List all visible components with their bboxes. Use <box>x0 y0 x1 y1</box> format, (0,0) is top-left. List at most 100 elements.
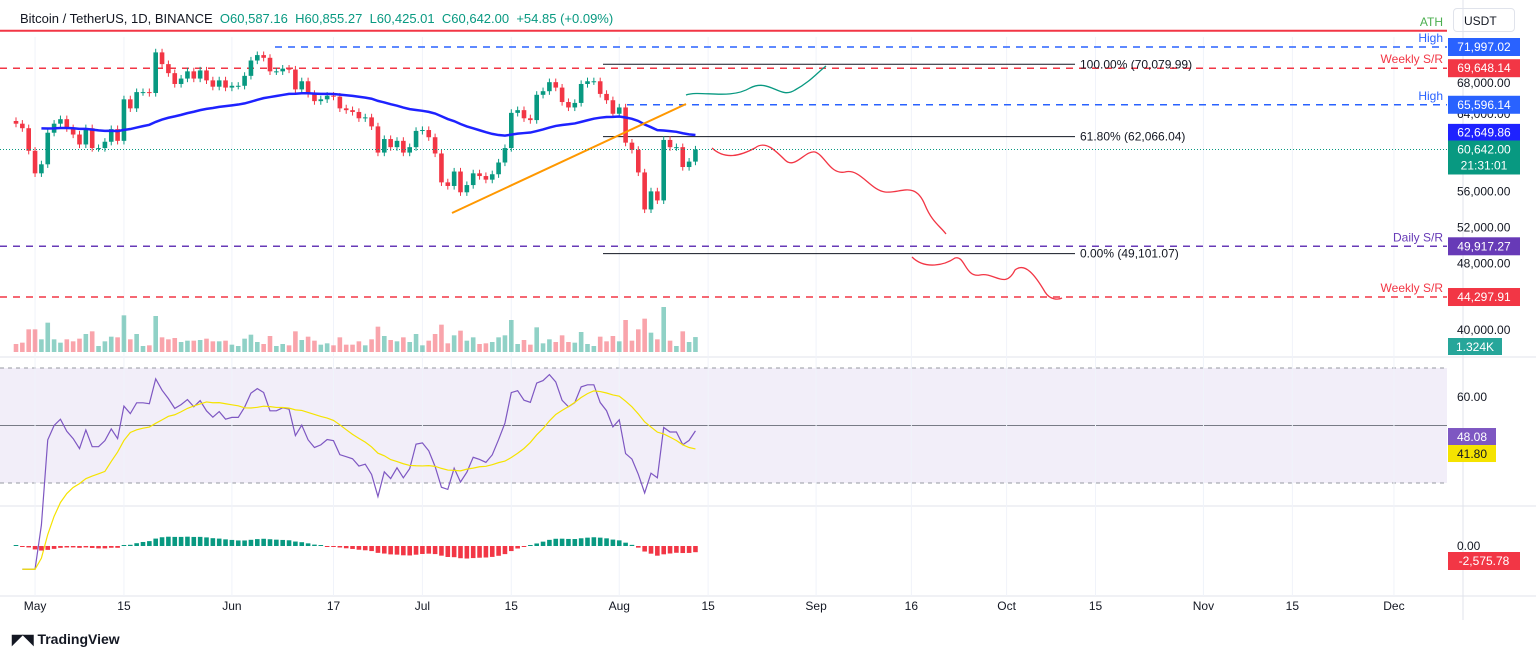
oscillator-bar <box>528 545 533 546</box>
countdown-value: 21:31:01 <box>1461 158 1508 172</box>
candle <box>89 128 95 149</box>
volume-bar <box>674 346 679 352</box>
volume-bar <box>648 332 654 352</box>
candle <box>464 185 470 193</box>
candle <box>350 110 355 112</box>
oscillator-bar <box>616 540 622 546</box>
candle <box>261 55 266 58</box>
candle <box>394 140 400 148</box>
volume-bar <box>566 342 571 352</box>
candle <box>159 52 165 65</box>
volume-bar <box>77 338 82 352</box>
oscillator-bar <box>229 539 235 546</box>
candle <box>591 81 597 83</box>
price-tick-label: 56,000.00 <box>1457 184 1511 198</box>
volume-bar <box>331 345 336 352</box>
price-badge-value: 49,917.27 <box>1457 239 1511 253</box>
oscillator-bar <box>521 546 527 547</box>
volume-bar <box>280 344 285 352</box>
oscillator-bar <box>496 546 501 556</box>
bullish-projection <box>685 65 827 96</box>
oscillator-bar <box>178 536 184 546</box>
oscillator-bar <box>534 543 539 546</box>
oscillator-bar <box>636 546 641 548</box>
candle <box>388 139 393 148</box>
oscillator-bar <box>102 546 108 549</box>
volume-bar <box>39 339 44 352</box>
candle <box>547 82 552 92</box>
price-badge <box>1448 59 1520 78</box>
oscillator-bar <box>458 546 463 559</box>
oscillator-bar <box>280 539 285 546</box>
candle <box>121 99 127 141</box>
candle <box>197 70 203 79</box>
oscillator-bar <box>489 546 495 557</box>
oscillator-bar <box>115 546 120 548</box>
candle <box>185 71 190 79</box>
currency-button[interactable]: USDT <box>1453 8 1515 32</box>
oscillator-bar <box>629 544 635 546</box>
candle <box>58 119 63 124</box>
time-tick-label: 15 <box>117 599 131 613</box>
oscillator-bar <box>204 537 209 546</box>
ma-value: 62,649.86 <box>1457 125 1511 139</box>
candle <box>312 93 317 102</box>
candle <box>451 171 457 186</box>
candle <box>293 69 298 90</box>
oscillator-bar <box>51 546 57 549</box>
candle <box>667 139 673 148</box>
oscillator-bar <box>70 546 76 548</box>
volume-bar <box>610 336 616 352</box>
candle <box>83 128 89 145</box>
volume-bar <box>470 337 476 352</box>
oscillator-bar <box>286 540 292 546</box>
oscillator-bar <box>77 546 82 548</box>
volume-bar <box>547 339 552 352</box>
candle <box>26 128 31 151</box>
candle <box>559 87 565 103</box>
oscillator-bar <box>655 546 660 556</box>
volume-bar <box>267 336 273 352</box>
candle <box>324 95 330 100</box>
candle <box>39 164 44 174</box>
oscillator-bar <box>108 546 114 548</box>
tradingview-logo: ◤◥ TradingView <box>12 631 120 648</box>
candle <box>70 128 76 135</box>
volume-bar <box>585 344 590 352</box>
candle <box>147 92 152 94</box>
oscillator-bar <box>235 540 241 546</box>
oscillator-bar <box>331 546 336 547</box>
oscillator-bar <box>312 544 317 546</box>
volume-bar <box>172 338 178 352</box>
rsi-badge <box>1448 428 1496 446</box>
oscillator-bar <box>166 536 171 546</box>
oscillator-bar <box>210 538 216 546</box>
volume-bar <box>108 336 114 352</box>
volume-bar <box>382 336 387 352</box>
oscillator-bar <box>89 546 95 548</box>
level-label: High <box>1418 89 1443 103</box>
oscillator-bar <box>255 539 260 546</box>
volume-bar <box>413 334 419 352</box>
level-label: High <box>1418 31 1443 45</box>
volume-bar <box>661 307 666 352</box>
last-price-badge <box>1448 140 1520 175</box>
candle <box>13 120 19 124</box>
volume-bar <box>274 346 279 352</box>
branding-text: TradingView <box>37 631 120 647</box>
volume-bar <box>147 345 152 352</box>
oscillator-bar <box>134 543 139 546</box>
oscillator-bar <box>369 546 374 552</box>
candle <box>255 55 260 61</box>
oscillator-bar <box>39 546 44 551</box>
level-label: Weekly S/R <box>1381 281 1444 295</box>
oscillator-bar <box>540 541 546 546</box>
volume-bar <box>388 340 393 352</box>
oscillator-bar <box>350 546 355 549</box>
volume-bar <box>680 331 686 352</box>
symbol-header: Bitcoin / TetherUS, 1D, BINANCE O60,587.… <box>20 11 613 26</box>
price-badge <box>1448 237 1520 256</box>
volume-bar <box>223 340 228 352</box>
volume-bar <box>235 346 241 352</box>
